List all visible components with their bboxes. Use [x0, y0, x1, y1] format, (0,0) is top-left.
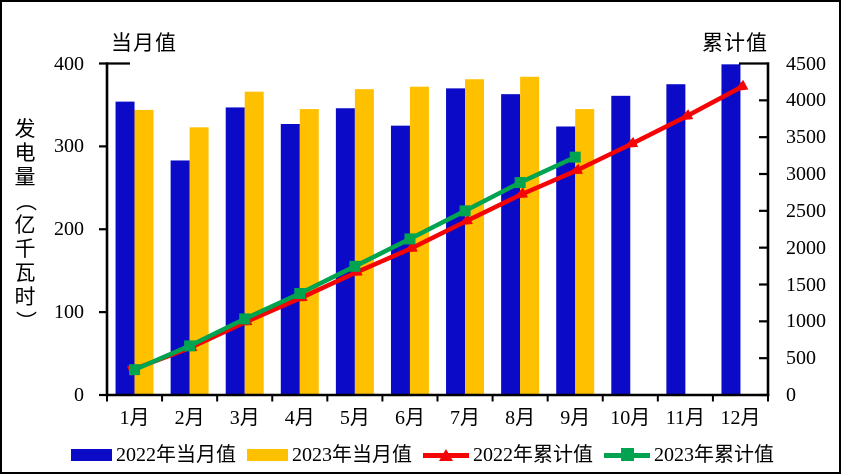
bar-segment	[575, 109, 595, 396]
bar-segment	[446, 88, 466, 396]
legend: 2022年当月值 2023年当月值 2022年累计值 2023年累计值	[2, 441, 839, 469]
left-axis-title: 当月值	[111, 31, 177, 55]
legend-item: 2022年累计值	[423, 443, 593, 467]
right-axis-tick-label: 1500	[786, 273, 826, 296]
square-marker	[404, 233, 416, 245]
bar-segment	[225, 107, 245, 395]
x-axis-category-label: 6月	[394, 407, 425, 429]
bar-segment	[244, 91, 264, 396]
y-axis-label-char: 千	[14, 237, 36, 261]
cumulative-line	[133, 85, 742, 372]
square-marker	[349, 260, 361, 272]
legend-item: 2023年累计值	[604, 443, 774, 467]
y-axis-label-char: 瓦	[14, 261, 36, 285]
triangle-marker	[733, 79, 749, 92]
bar-segment	[409, 86, 429, 395]
legend-label: 2022年累计值	[473, 444, 593, 466]
left-axis-tick-label: 200	[54, 218, 84, 241]
triangle-marker	[623, 136, 639, 149]
x-axis-category-label: 7月	[450, 407, 481, 429]
right-axis-tick-label: 4000	[786, 89, 826, 112]
legend-line-swatch-icon	[604, 447, 650, 463]
triangle-marker	[567, 163, 583, 175]
square-marker	[129, 364, 141, 376]
legend-label: 2023年累计值	[654, 444, 774, 466]
square-marker	[459, 205, 471, 217]
right-axis-tick-label: 1000	[786, 310, 826, 333]
right-axis-tick-label: 500	[786, 347, 816, 370]
right-axis-tick-label: 0	[786, 384, 796, 406]
bar-segment	[390, 125, 410, 395]
x-axis-category-label: 3月	[229, 407, 260, 429]
bar-segment	[611, 95, 631, 395]
x-axis-category-label: 10月	[610, 407, 651, 429]
left-axis-tick-label: 100	[54, 301, 84, 324]
square-marker	[294, 287, 306, 299]
right-axis-tick-label: 4500	[786, 52, 826, 75]
bar-segment	[189, 127, 209, 395]
legend-item: 2023年当月值	[247, 443, 412, 467]
bar-segment	[170, 160, 190, 395]
legend-bar-swatch-icon	[247, 449, 288, 461]
y-axis-label-char: 发	[14, 117, 36, 141]
bar-segment	[721, 64, 741, 396]
left-axis-tick-label: 300	[54, 135, 84, 158]
legend-item: 2022年当月值	[71, 443, 236, 467]
triangle-marker	[512, 187, 528, 199]
right-axis-tick-label: 2000	[786, 236, 826, 259]
x-axis-category-label: 4月	[284, 407, 315, 429]
legend-triangle-marker-icon	[439, 449, 453, 461]
bar-segment	[501, 94, 521, 395]
legend-line-swatch-icon	[423, 447, 469, 463]
left-axis-tick-label: 0	[74, 384, 84, 406]
legend-bar-swatch-icon	[71, 449, 112, 461]
bar-segment	[115, 101, 135, 395]
right-axis-title: 累计值	[702, 31, 768, 55]
x-axis-category-label: 11月	[665, 407, 705, 429]
square-marker	[239, 313, 251, 325]
triangle-marker	[678, 109, 694, 121]
square-marker	[514, 177, 526, 189]
bar-segment	[299, 109, 319, 396]
x-axis-category-label: 9月	[560, 407, 591, 429]
bar-segment	[354, 89, 374, 395]
bar-segment	[134, 109, 154, 395]
y-axis-label: 发电量（亿千瓦时）	[12, 117, 38, 333]
y-axis-label-char: 亿	[14, 213, 36, 237]
square-marker	[184, 340, 196, 352]
legend-square-marker-icon	[621, 448, 634, 461]
bar-segment	[666, 84, 686, 395]
left-axis-tick-label: 400	[54, 52, 84, 75]
legend-label: 2023年当月值	[292, 444, 412, 466]
square-marker	[569, 151, 581, 163]
bar-segment	[280, 123, 300, 395]
x-axis-category-label: 2月	[174, 407, 205, 429]
x-axis-category-label: 8月	[505, 407, 536, 429]
bar-segment	[335, 108, 355, 395]
y-axis-label-char: 量	[14, 165, 36, 189]
legend-label: 2022年当月值	[116, 444, 236, 466]
right-axis-tick-label: 2500	[786, 199, 826, 222]
y-axis-label-char: 时	[14, 285, 36, 309]
x-axis-category-label: 12月	[720, 407, 761, 429]
x-axis-category-label: 1月	[119, 407, 150, 429]
x-axis-category-label: 5月	[339, 407, 370, 429]
right-axis-tick-label: 3500	[786, 126, 826, 149]
triangle-marker	[457, 214, 473, 226]
right-axis-tick-label: 3000	[786, 163, 826, 185]
y-axis-label-char: （	[13, 190, 37, 212]
bar-segment	[465, 79, 485, 395]
bar-segment	[556, 126, 576, 396]
y-axis-label-char: 电	[14, 141, 36, 165]
bar-segment	[520, 76, 540, 395]
